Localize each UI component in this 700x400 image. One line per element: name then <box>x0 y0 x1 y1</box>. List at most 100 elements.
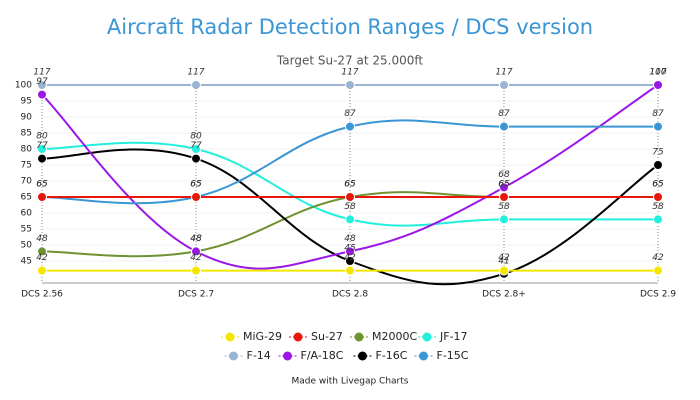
data-point <box>37 246 47 257</box>
data-point <box>499 265 509 276</box>
data-point <box>345 121 355 132</box>
legend-marker <box>283 351 292 361</box>
data-point <box>191 144 201 154</box>
legend-marker <box>422 332 432 342</box>
data-label: 48 <box>344 234 356 244</box>
data-label: 42 <box>498 253 510 263</box>
data-point <box>653 160 663 170</box>
data-point <box>37 144 47 154</box>
data-point <box>499 121 509 132</box>
data-point <box>345 246 355 257</box>
y-tick-label: 90 <box>21 113 33 123</box>
data-point <box>191 153 201 164</box>
data-label: 48 <box>190 234 202 244</box>
data-point <box>653 265 663 276</box>
data-point <box>37 80 47 90</box>
legend-marker <box>225 332 235 342</box>
legend-marker <box>293 332 303 342</box>
y-tick-label: 95 <box>21 97 32 107</box>
legend-marker <box>229 351 238 361</box>
data-label: 117 <box>495 68 512 78</box>
data-label: 58 <box>344 202 356 212</box>
legend-label: M2000C <box>372 330 417 343</box>
y-tick-label: 65 <box>21 193 32 203</box>
y-tick-label: 85 <box>21 129 32 139</box>
data-label: 117 <box>341 68 358 78</box>
data-point <box>499 192 509 202</box>
data-point <box>191 80 201 90</box>
y-tick-label: 75 <box>21 161 32 171</box>
data-label: 65 <box>344 180 356 190</box>
data-label: 42 <box>652 253 664 263</box>
footer: Made with Livegap Charts <box>292 377 409 387</box>
data-label: 65 <box>498 180 510 190</box>
y-tick-label: 60 <box>21 209 33 219</box>
data-label: 75 <box>652 148 664 158</box>
data-label: 100 <box>649 68 666 78</box>
data-label: 68 <box>498 170 510 180</box>
data-label: 65 <box>190 180 202 190</box>
data-point <box>345 265 355 276</box>
legend-marker <box>358 351 367 361</box>
data-label: 117 <box>33 68 50 78</box>
data-label: 87 <box>344 109 356 119</box>
data-label: 87 <box>498 109 510 119</box>
data-point <box>37 153 47 164</box>
data-label: 42 <box>190 253 202 263</box>
data-label: 77 <box>36 141 48 151</box>
chart-subtitle: Target Su-27 at 25.000ft <box>276 54 423 68</box>
legend-marker <box>354 332 364 342</box>
data-label: 65 <box>344 180 356 190</box>
data-label: 97 <box>36 77 48 87</box>
data-point <box>653 214 663 225</box>
x-tick-label: DCS 2.7 <box>178 290 214 300</box>
data-label: 41 <box>498 256 509 266</box>
data-point <box>499 80 509 90</box>
data-point <box>345 80 355 90</box>
y-tick-label: 55 <box>21 225 32 235</box>
data-label: 65 <box>652 180 664 190</box>
legend-marker <box>419 351 428 361</box>
x-tick-label: DCS 2.8 <box>332 290 368 300</box>
data-label: 48 <box>36 234 48 244</box>
data-label: 45 <box>344 244 356 254</box>
data-label: 80 <box>36 132 48 142</box>
data-label: 42 <box>36 253 48 263</box>
data-label: 65 <box>498 180 510 190</box>
data-label: 65 <box>190 180 202 190</box>
y-tick-label: 80 <box>21 145 33 155</box>
legend-label: MiG-29 <box>243 330 282 343</box>
data-label: 65 <box>36 180 48 190</box>
y-tick-label: 100 <box>15 81 32 91</box>
legend-label: JF-17 <box>439 330 468 343</box>
data-point <box>499 182 509 193</box>
legend-label: F/A-18C <box>301 349 344 362</box>
data-point <box>37 192 47 202</box>
data-label: 58 <box>498 202 510 212</box>
y-tick-label: 45 <box>21 257 32 267</box>
data-label: 87 <box>652 109 664 119</box>
data-label: 117 <box>649 68 666 78</box>
data-point <box>37 89 47 100</box>
data-label: 48 <box>190 234 202 244</box>
data-label: 65 <box>652 180 664 190</box>
data-label: 117 <box>187 68 204 78</box>
x-tick-label: DCS 2.56 <box>21 290 63 300</box>
data-point <box>37 265 47 276</box>
legend-label: F-14 <box>247 349 271 362</box>
data-point <box>653 192 663 202</box>
data-label: 80 <box>190 132 202 142</box>
data-label: 58 <box>652 202 664 212</box>
data-point <box>191 265 201 276</box>
data-label: 65 <box>36 180 48 190</box>
legend-label: F-16C <box>376 349 408 362</box>
y-tick-label: 70 <box>21 177 33 187</box>
data-point <box>345 256 355 266</box>
data-point <box>653 80 663 90</box>
legend-label: F-15C <box>437 349 469 362</box>
legend-label: Su-27 <box>311 330 343 343</box>
data-point <box>191 192 201 202</box>
data-point <box>653 121 663 132</box>
y-tick-label: 50 <box>21 241 33 251</box>
